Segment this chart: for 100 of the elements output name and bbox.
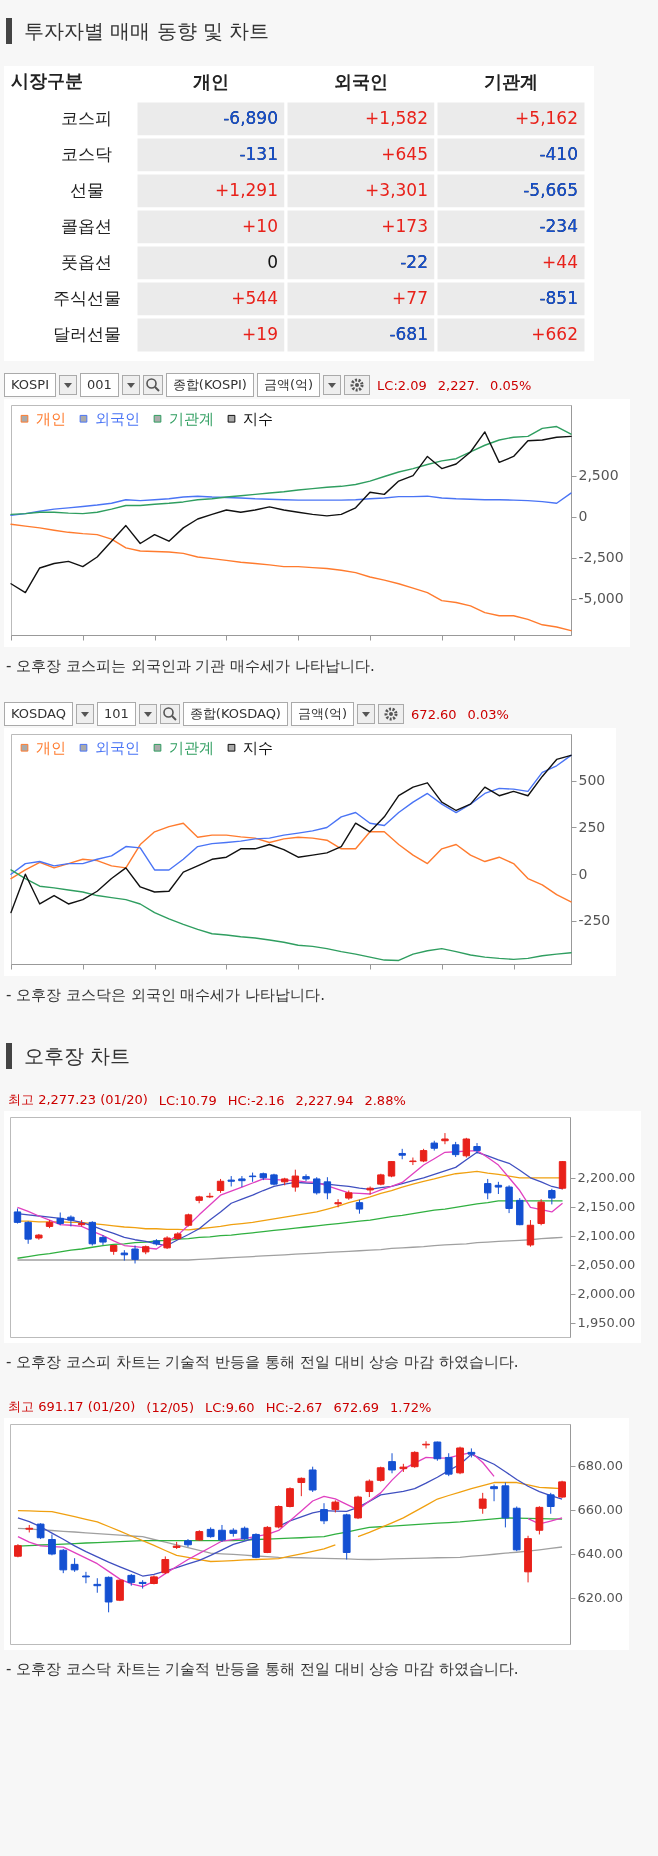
data-label: +44	[542, 252, 578, 272]
candlestick	[546, 1492, 555, 1515]
y-tick-label: -5,000	[578, 590, 624, 607]
candlestick	[537, 1198, 545, 1226]
text: - 오후장 코스닥 차트는 기술적 반등을 통해 전일 대비 상승 마감 하였습니다.	[6, 1660, 520, 1679]
candlestick	[490, 1484, 498, 1502]
chart-title: 투자자별 매매 동향 및 차트	[6, 18, 654, 44]
legend-label: 기관계	[169, 409, 214, 428]
y-tick-label: 0	[578, 865, 588, 882]
data-label: +173	[381, 216, 428, 236]
candlestick	[334, 1198, 342, 1208]
candlestick	[444, 1452, 453, 1477]
y-tick-label: 달러선물	[52, 324, 121, 344]
candlestick	[409, 1157, 417, 1166]
candlestick	[82, 1571, 90, 1584]
x-tick-label: 개인	[193, 70, 229, 92]
text: 금액(억)	[290, 702, 355, 726]
text: 2,227.	[436, 377, 481, 393]
line-series	[10, 754, 572, 875]
data-label: +10	[242, 216, 278, 236]
candlestick	[505, 1184, 513, 1214]
data-label: -5,665	[523, 180, 578, 200]
candlestick	[320, 1502, 328, 1525]
data-label: -234	[539, 216, 578, 236]
data-label: +5,162	[515, 108, 578, 128]
text: KOSPI	[4, 373, 56, 397]
data-label: -131	[239, 144, 278, 164]
line-series	[17, 1527, 563, 1561]
y-tick-label: 2,200.00	[577, 1170, 636, 1186]
y-tick-label: 2,050.00	[577, 1257, 636, 1273]
candlestick	[67, 1214, 75, 1227]
text: 최고 2,277.23 (01/20)	[7, 1091, 149, 1109]
candlestick	[526, 1219, 535, 1248]
candlestick	[433, 1441, 442, 1462]
candlestick	[252, 1532, 260, 1559]
text: 최고 691.17 (01/20)	[7, 1398, 137, 1416]
legend-label: 지수	[243, 409, 273, 428]
text: 종합(KOSDAQ)	[182, 702, 288, 726]
data-label: +662	[531, 324, 578, 344]
text: 0.03%	[466, 706, 510, 722]
candlestick	[308, 1466, 317, 1493]
candlestick	[238, 1175, 246, 1188]
text: HC:-2.16	[226, 1092, 286, 1108]
line-series	[10, 431, 572, 594]
candlestick	[291, 1169, 300, 1193]
x-tick-label: 외국인	[334, 70, 388, 92]
line-series	[10, 822, 572, 903]
text: - 오후장 코스피 차트는 기술적 반등을 통해 전일 대비 상승 마감 하였습니다.	[6, 1353, 520, 1372]
text: KOSDAQ	[4, 702, 73, 726]
text: 1.72%	[389, 1399, 433, 1415]
data-label: +77	[392, 288, 428, 308]
data-label: +3,301	[365, 180, 428, 200]
text: 001	[79, 373, 119, 397]
text: HC:-2.67	[264, 1399, 324, 1415]
candlestick	[422, 1440, 430, 1449]
candlestick	[441, 1132, 449, 1145]
y-tick-label: 2,000.00	[577, 1286, 636, 1302]
y-tick-label: 660.00	[577, 1502, 623, 1518]
y-tick-label: 콜옵션	[61, 216, 112, 236]
data-label: -851	[539, 288, 578, 308]
y-tick-label: 620.00	[577, 1590, 623, 1606]
text: LC:10.79	[157, 1092, 218, 1108]
text: 금액(억)	[256, 373, 321, 397]
text: - 오후장 코스피는 외국인과 기관 매수세가 나타납니다.	[6, 657, 376, 676]
candlestick	[297, 1476, 306, 1497]
y-tick-label: 680.00	[577, 1458, 623, 1474]
data-label: +544	[231, 288, 278, 308]
text: - 오후장 코스닥은 외국인 매수세가 나타납니다.	[6, 986, 327, 1005]
y-tick-label: 0	[578, 508, 588, 525]
legend-label: 외국인	[95, 409, 140, 428]
data-label: -410	[539, 144, 578, 164]
candlestick	[535, 1505, 544, 1535]
candlestick	[24, 1220, 32, 1245]
text: 101	[96, 702, 136, 726]
data-label: +19	[242, 324, 278, 344]
line-series	[10, 754, 572, 914]
data-label: +1,582	[365, 108, 428, 128]
legend-label: 외국인	[95, 738, 140, 757]
text: 2.88%	[363, 1092, 407, 1108]
y-tick-label: 250	[578, 819, 606, 835]
data-label: -22	[400, 252, 428, 272]
candlestick	[473, 1142, 481, 1154]
data-label: +1,291	[215, 180, 278, 200]
text: (12/05)	[145, 1399, 195, 1415]
text: LC:9.60	[203, 1399, 256, 1415]
y-tick-label: 2,500	[578, 467, 619, 484]
chart-title: 오후장 차트	[6, 1043, 654, 1069]
y-tick-label: 코스피	[61, 108, 112, 128]
text: 672.60	[410, 706, 458, 722]
y-tick-label: 코스닥	[61, 144, 112, 164]
line-series	[10, 523, 572, 632]
candlestick	[388, 1452, 396, 1474]
candlestick	[478, 1492, 487, 1515]
candlestick	[484, 1178, 492, 1200]
x-tick-label: 기관계	[484, 70, 538, 92]
text: 2,227.94	[294, 1092, 355, 1108]
data-label: 0	[267, 252, 278, 272]
y-tick-label: 풋옵션	[61, 252, 112, 272]
y-tick-label: -2,500	[578, 549, 624, 566]
line-series	[10, 492, 572, 517]
